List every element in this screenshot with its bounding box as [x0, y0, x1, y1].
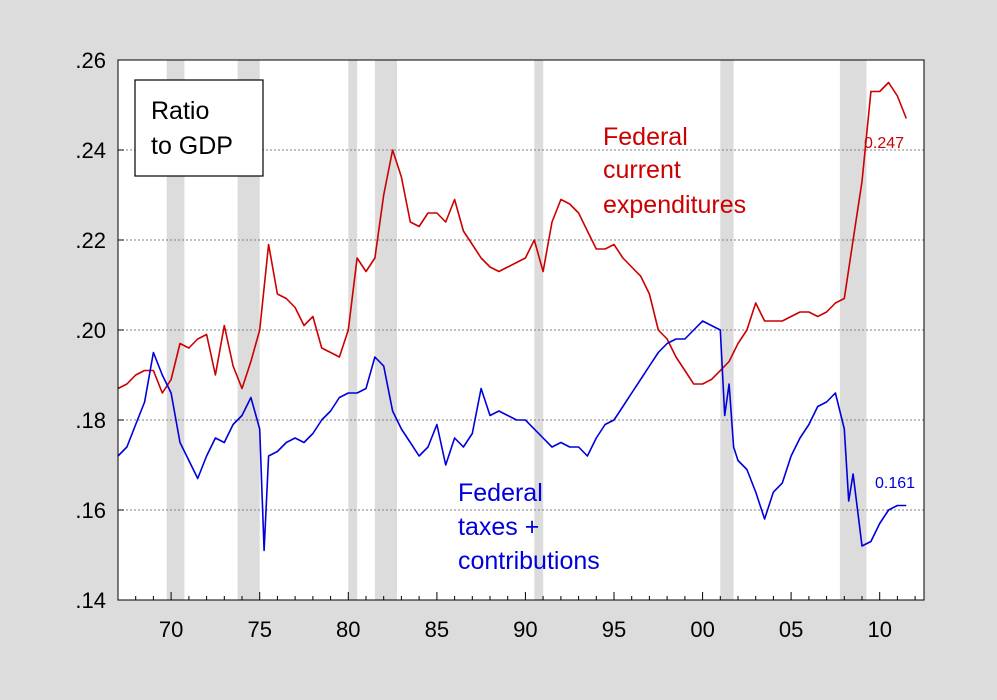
- x-tick-label-4: 90: [513, 617, 537, 642]
- x-tick-label-0: 70: [159, 617, 183, 642]
- y-tick-label-1: .16: [75, 498, 106, 523]
- expenditures-annotation-line3: expenditures: [603, 191, 746, 219]
- legend-box-frame: [134, 79, 264, 177]
- expenditures-line: [117, 81, 908, 394]
- taxes-annotation: Federal taxes + contributions: [458, 479, 600, 575]
- x-tick-label-2: 80: [336, 617, 360, 642]
- y-tick-label-5: .24: [75, 138, 106, 163]
- x-tick-label-5: 95: [602, 617, 626, 642]
- y-tick-label-6: .26: [75, 48, 106, 73]
- expenditures-end-label: 0.247: [864, 135, 904, 152]
- legend-box-line1: Ratio: [151, 97, 209, 125]
- axes: .14 .16 .18 .20 .22 .24 .26 70 75 80 85 90 95 00 05 10: [75, 48, 916, 642]
- taxes-annotation-line3: contributions: [458, 547, 600, 575]
- recession-band-3: [374, 60, 397, 600]
- legend-box-line2: to GDP: [151, 132, 233, 160]
- x-tick-label-3: 85: [425, 617, 449, 642]
- taxes-annotation-line2: taxes +: [458, 513, 539, 541]
- x-tick-label-8: 10: [867, 617, 891, 642]
- series-lines: [117, 81, 908, 552]
- legend-box: Ratio to GDP: [134, 79, 264, 177]
- y-tick-label-4: .22: [75, 228, 106, 253]
- recession-band-1: [237, 60, 260, 600]
- expenditures-annotation-line1: Federal: [603, 123, 688, 151]
- y-tick-label-3: .20: [75, 318, 106, 343]
- x-tick-label-1: 75: [247, 617, 271, 642]
- x-tick-label-7: 05: [779, 617, 803, 642]
- expenditures-annotation-line2: current: [603, 156, 681, 184]
- taxes-end-label: 0.161: [875, 475, 915, 492]
- y-tick-label-0: .14: [75, 588, 106, 613]
- y-tick-label-2: .18: [75, 408, 106, 433]
- taxes-line: [117, 320, 907, 552]
- recession-band-2: [348, 60, 358, 600]
- taxes-annotation-line1: Federal: [458, 479, 543, 507]
- x-tick-label-6: 00: [690, 617, 714, 642]
- expenditures-annotation: Federal current expenditures: [603, 123, 746, 219]
